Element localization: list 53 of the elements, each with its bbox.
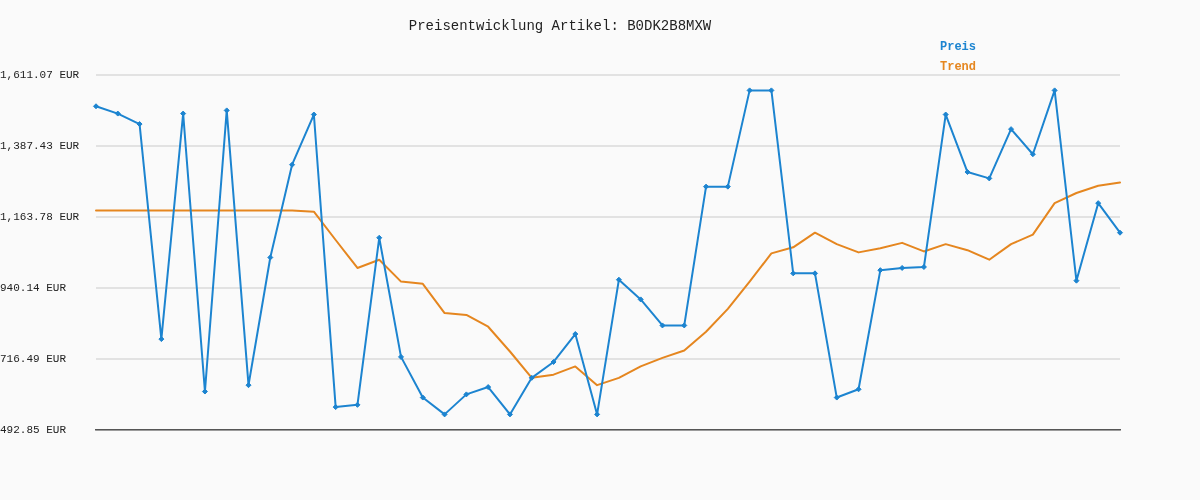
point: [267, 254, 274, 261]
point: [398, 353, 405, 360]
point: [855, 386, 862, 393]
point: [1008, 126, 1015, 133]
chart-title: Preisentwicklung Artikel: B0DK2B8MXW: [408, 18, 712, 35]
point: [920, 264, 927, 270]
point: [964, 169, 971, 176]
point: [986, 175, 993, 182]
point: [811, 270, 818, 277]
point: [463, 391, 470, 398]
y-tick-label: 716.49 EUR: [0, 352, 67, 365]
point: [93, 103, 99, 110]
point: [289, 161, 296, 168]
point: [768, 87, 775, 94]
y-tick-label: 1,387.43 EUR: [0, 139, 80, 152]
point: [245, 382, 252, 389]
point: [158, 336, 165, 343]
point: [833, 394, 840, 401]
point: [615, 276, 622, 283]
point: [681, 322, 688, 329]
point: [485, 384, 492, 391]
point: [419, 394, 426, 401]
text: Trend: [940, 60, 977, 75]
point: [1029, 151, 1036, 158]
y-tick-label: 1,163.78 EUR: [0, 210, 80, 223]
point: [332, 404, 339, 411]
point: [724, 183, 731, 190]
point: [899, 264, 906, 271]
y-tick-label: 1,611.07 EUR: [0, 68, 80, 81]
point: [550, 358, 557, 365]
point: [1117, 229, 1123, 236]
point: [506, 411, 513, 418]
point: [201, 388, 208, 395]
y-tick-label: 940.14 EUR: [0, 281, 67, 294]
text: Preis: [940, 40, 977, 55]
point: [942, 111, 949, 118]
point: [637, 296, 644, 303]
point: [1073, 277, 1080, 284]
point: [114, 110, 121, 117]
point: [746, 87, 753, 94]
point: [180, 110, 187, 117]
point: [659, 322, 666, 329]
point: [1095, 200, 1102, 207]
point: [441, 411, 448, 418]
point: [223, 107, 230, 114]
point: [790, 270, 797, 277]
point: [594, 411, 601, 418]
point: [1051, 87, 1058, 94]
point: [703, 183, 710, 190]
y-tick-label: 492.85 EUR: [0, 423, 67, 436]
point: [376, 234, 383, 241]
point: [528, 374, 535, 381]
point: [354, 401, 361, 408]
